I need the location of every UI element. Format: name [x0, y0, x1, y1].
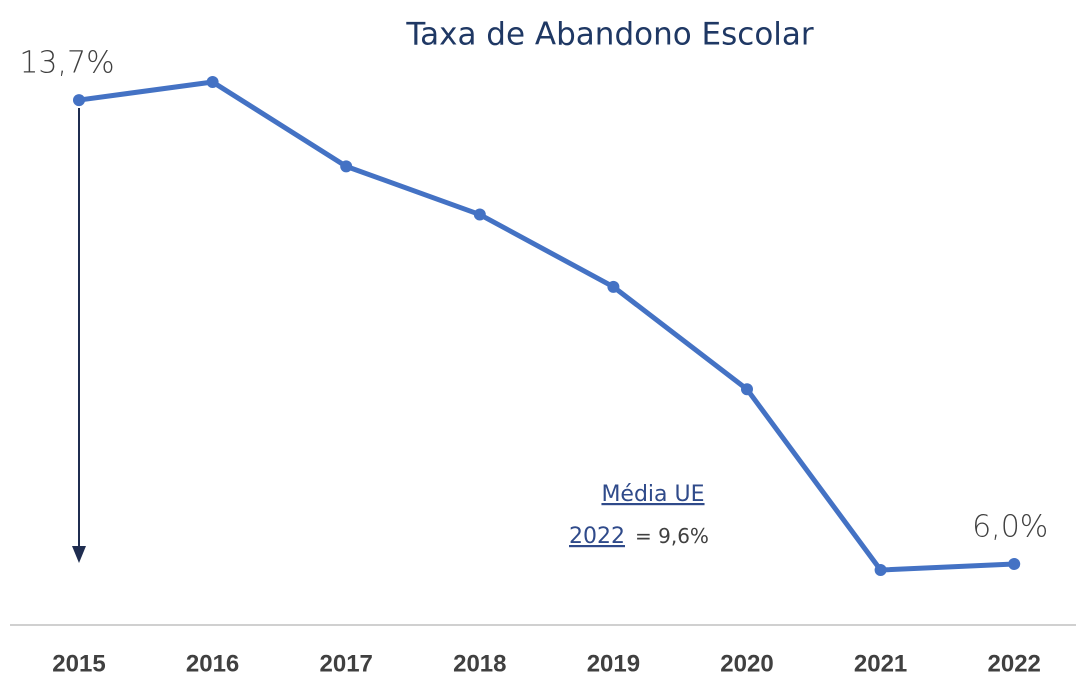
arrow-head	[72, 546, 86, 563]
data-point	[874, 564, 887, 576]
x-tick-label: 2018	[453, 650, 506, 677]
chart-title: Taxa de Abandono Escolar	[405, 17, 814, 53]
x-tick-label: 2022	[988, 650, 1041, 677]
data-point	[73, 94, 85, 107]
annotation-line1: Média UE	[601, 482, 704, 507]
x-tick-label: 2021	[854, 650, 907, 677]
data-point	[473, 208, 486, 221]
data-label: 13,7%	[19, 46, 114, 81]
x-tick-label: 2020	[720, 650, 773, 677]
data-point	[206, 76, 219, 88]
x-tick-label: 2019	[587, 650, 640, 677]
data-point	[741, 383, 753, 396]
x-tick-label: 2015	[52, 650, 105, 677]
x-tick-label: 2017	[320, 650, 373, 677]
data-point	[607, 280, 620, 293]
data-line	[78, 79, 1015, 573]
data-point	[340, 160, 353, 173]
annotation: 2022 = 9,6%	[569, 524, 709, 550]
data-label: 6,0%	[972, 509, 1048, 544]
annotation-line2: 2022	[569, 524, 625, 549]
data-point	[1008, 557, 1021, 570]
annotation-line3: = 9,6%	[635, 524, 709, 548]
x-tick-label: 2016	[186, 650, 239, 677]
